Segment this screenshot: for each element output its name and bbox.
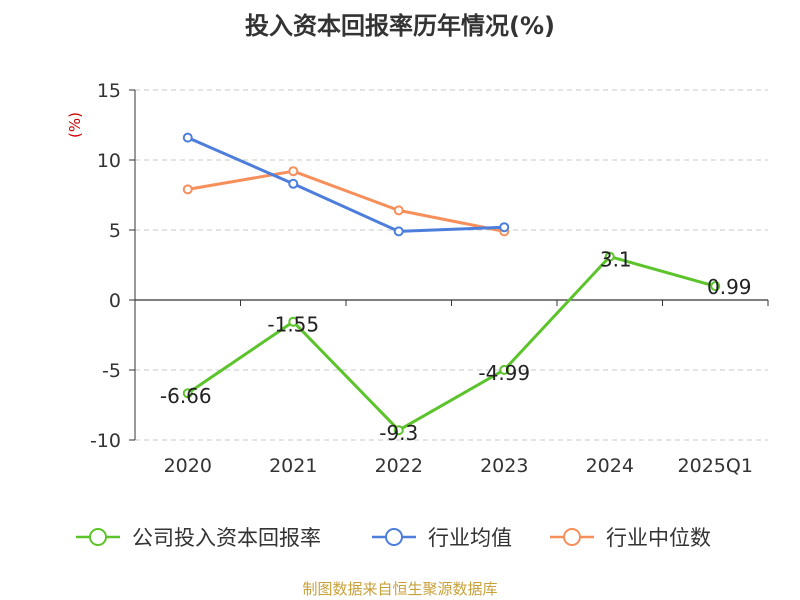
data-label: 3.1 <box>600 248 632 272</box>
data-point[interactable] <box>499 222 510 233</box>
legend-label: 行业中位数 <box>606 526 711 550</box>
series-line <box>187 136 505 233</box>
legend-item[interactable]: 行业均值 <box>372 526 512 550</box>
x-tick-label: 2020 <box>164 455 212 477</box>
data-point[interactable] <box>393 425 404 436</box>
legend-marker <box>563 528 581 546</box>
data-point[interactable] <box>182 388 193 399</box>
series-line <box>187 169 505 233</box>
legend-marker <box>89 528 107 546</box>
data-point[interactable] <box>393 205 404 216</box>
y-tick-label: 15 <box>97 80 121 102</box>
data-point[interactable] <box>288 316 299 327</box>
data-label: -6.66 <box>160 384 212 408</box>
series-lines <box>182 132 721 436</box>
x-tick-label: 2023 <box>480 455 528 477</box>
legend[interactable]: 公司投入资本回报率 行业均值 行业中位数 <box>76 526 711 550</box>
y-tick-label: -5 <box>102 360 121 382</box>
data-labels: -6.66 -1.55 -9.3 -4.99 3.1 0.99 <box>160 248 752 446</box>
grid-lines <box>135 89 768 441</box>
data-point[interactable] <box>182 132 193 143</box>
series-line <box>186 255 716 432</box>
data-label: -4.99 <box>478 361 530 385</box>
y-tick-label: -10 <box>90 430 121 452</box>
source-note: 制图数据来自恒生聚源数据库 <box>302 580 498 598</box>
x-tick-label: 2024 <box>586 455 634 477</box>
y-tick-label: 0 <box>109 290 121 312</box>
legend-marker <box>385 528 403 546</box>
x-tick-label: 2021 <box>269 455 317 477</box>
y-axis-label: (%) <box>66 112 84 138</box>
legend-label: 行业均值 <box>428 526 512 550</box>
data-point[interactable] <box>182 184 193 195</box>
data-label: 0.99 <box>707 275 752 299</box>
x-tick-label: 2022 <box>375 455 423 477</box>
data-label: -1.55 <box>267 313 319 337</box>
data-point[interactable] <box>710 281 721 292</box>
data-label: -9.3 <box>379 421 418 445</box>
data-point[interactable] <box>288 178 299 189</box>
data-point[interactable] <box>288 166 299 177</box>
legend-label: 公司投入资本回报率 <box>132 526 321 550</box>
chart-title: 投入资本回报率历年情况(%) <box>245 12 555 40</box>
y-tick-label: 10 <box>97 150 121 172</box>
x-tick-label: 2025Q1 <box>678 455 753 477</box>
y-tick-label: 5 <box>109 220 121 242</box>
data-point[interactable] <box>393 226 404 237</box>
axes: 15 10 5 0 -5 -10 2020 2021 2022 2023 2024 2025Q1 (%) <box>66 80 769 477</box>
data-point[interactable] <box>604 251 615 262</box>
legend-item[interactable]: 公司投入资本回报率 <box>76 526 321 550</box>
data-point[interactable] <box>499 364 510 375</box>
legend-item[interactable]: 行业中位数 <box>550 526 711 550</box>
